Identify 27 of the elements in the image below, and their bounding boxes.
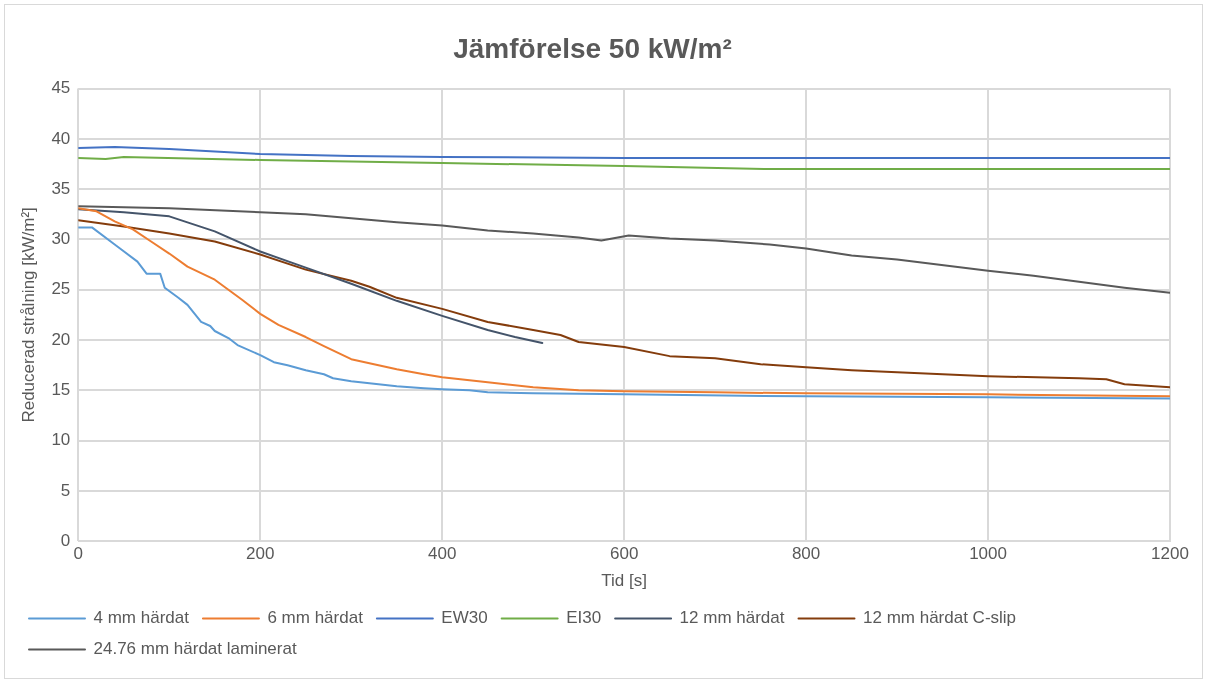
legend-label: 12 mm härdat C-slip xyxy=(863,608,1017,628)
y-axis-title: Reducerad strålning [kW/m²] xyxy=(18,207,38,423)
legend-label: 12 mm härdat xyxy=(679,608,785,628)
legend-label: 4 mm härdat xyxy=(93,608,190,628)
x-tick-label: 400 xyxy=(428,544,457,564)
y-tick-label: 0 xyxy=(60,530,71,550)
x-tick-label: 1200 xyxy=(1151,544,1189,564)
x-tick-label: 0 xyxy=(73,544,84,564)
chart-title: Jämförelse 50 kW/m² xyxy=(453,32,732,64)
y-tick-label: 45 xyxy=(51,78,71,98)
legend-label: 24.76 mm härdat laminerat xyxy=(93,639,297,659)
y-tick-label: 10 xyxy=(51,430,71,450)
x-tick-label: 1000 xyxy=(969,544,1007,564)
legend-label: EW30 xyxy=(441,608,488,628)
y-tick-label: 35 xyxy=(51,178,71,198)
y-tick-label: 20 xyxy=(51,329,71,349)
x-tick-label: 200 xyxy=(246,544,275,564)
y-tick-label: 40 xyxy=(51,128,71,148)
x-tick-label: 600 xyxy=(609,544,639,564)
y-tick-label: 15 xyxy=(51,380,71,400)
x-axis-title: Tid [s] xyxy=(601,571,647,591)
legend-label: EI30 xyxy=(566,608,602,628)
legend-label: 6 mm härdat xyxy=(267,608,364,628)
y-tick-label: 25 xyxy=(51,279,71,299)
y-tick-label: 5 xyxy=(60,480,71,500)
x-tick-label: 800 xyxy=(791,544,821,564)
y-tick-label: 30 xyxy=(51,229,71,249)
